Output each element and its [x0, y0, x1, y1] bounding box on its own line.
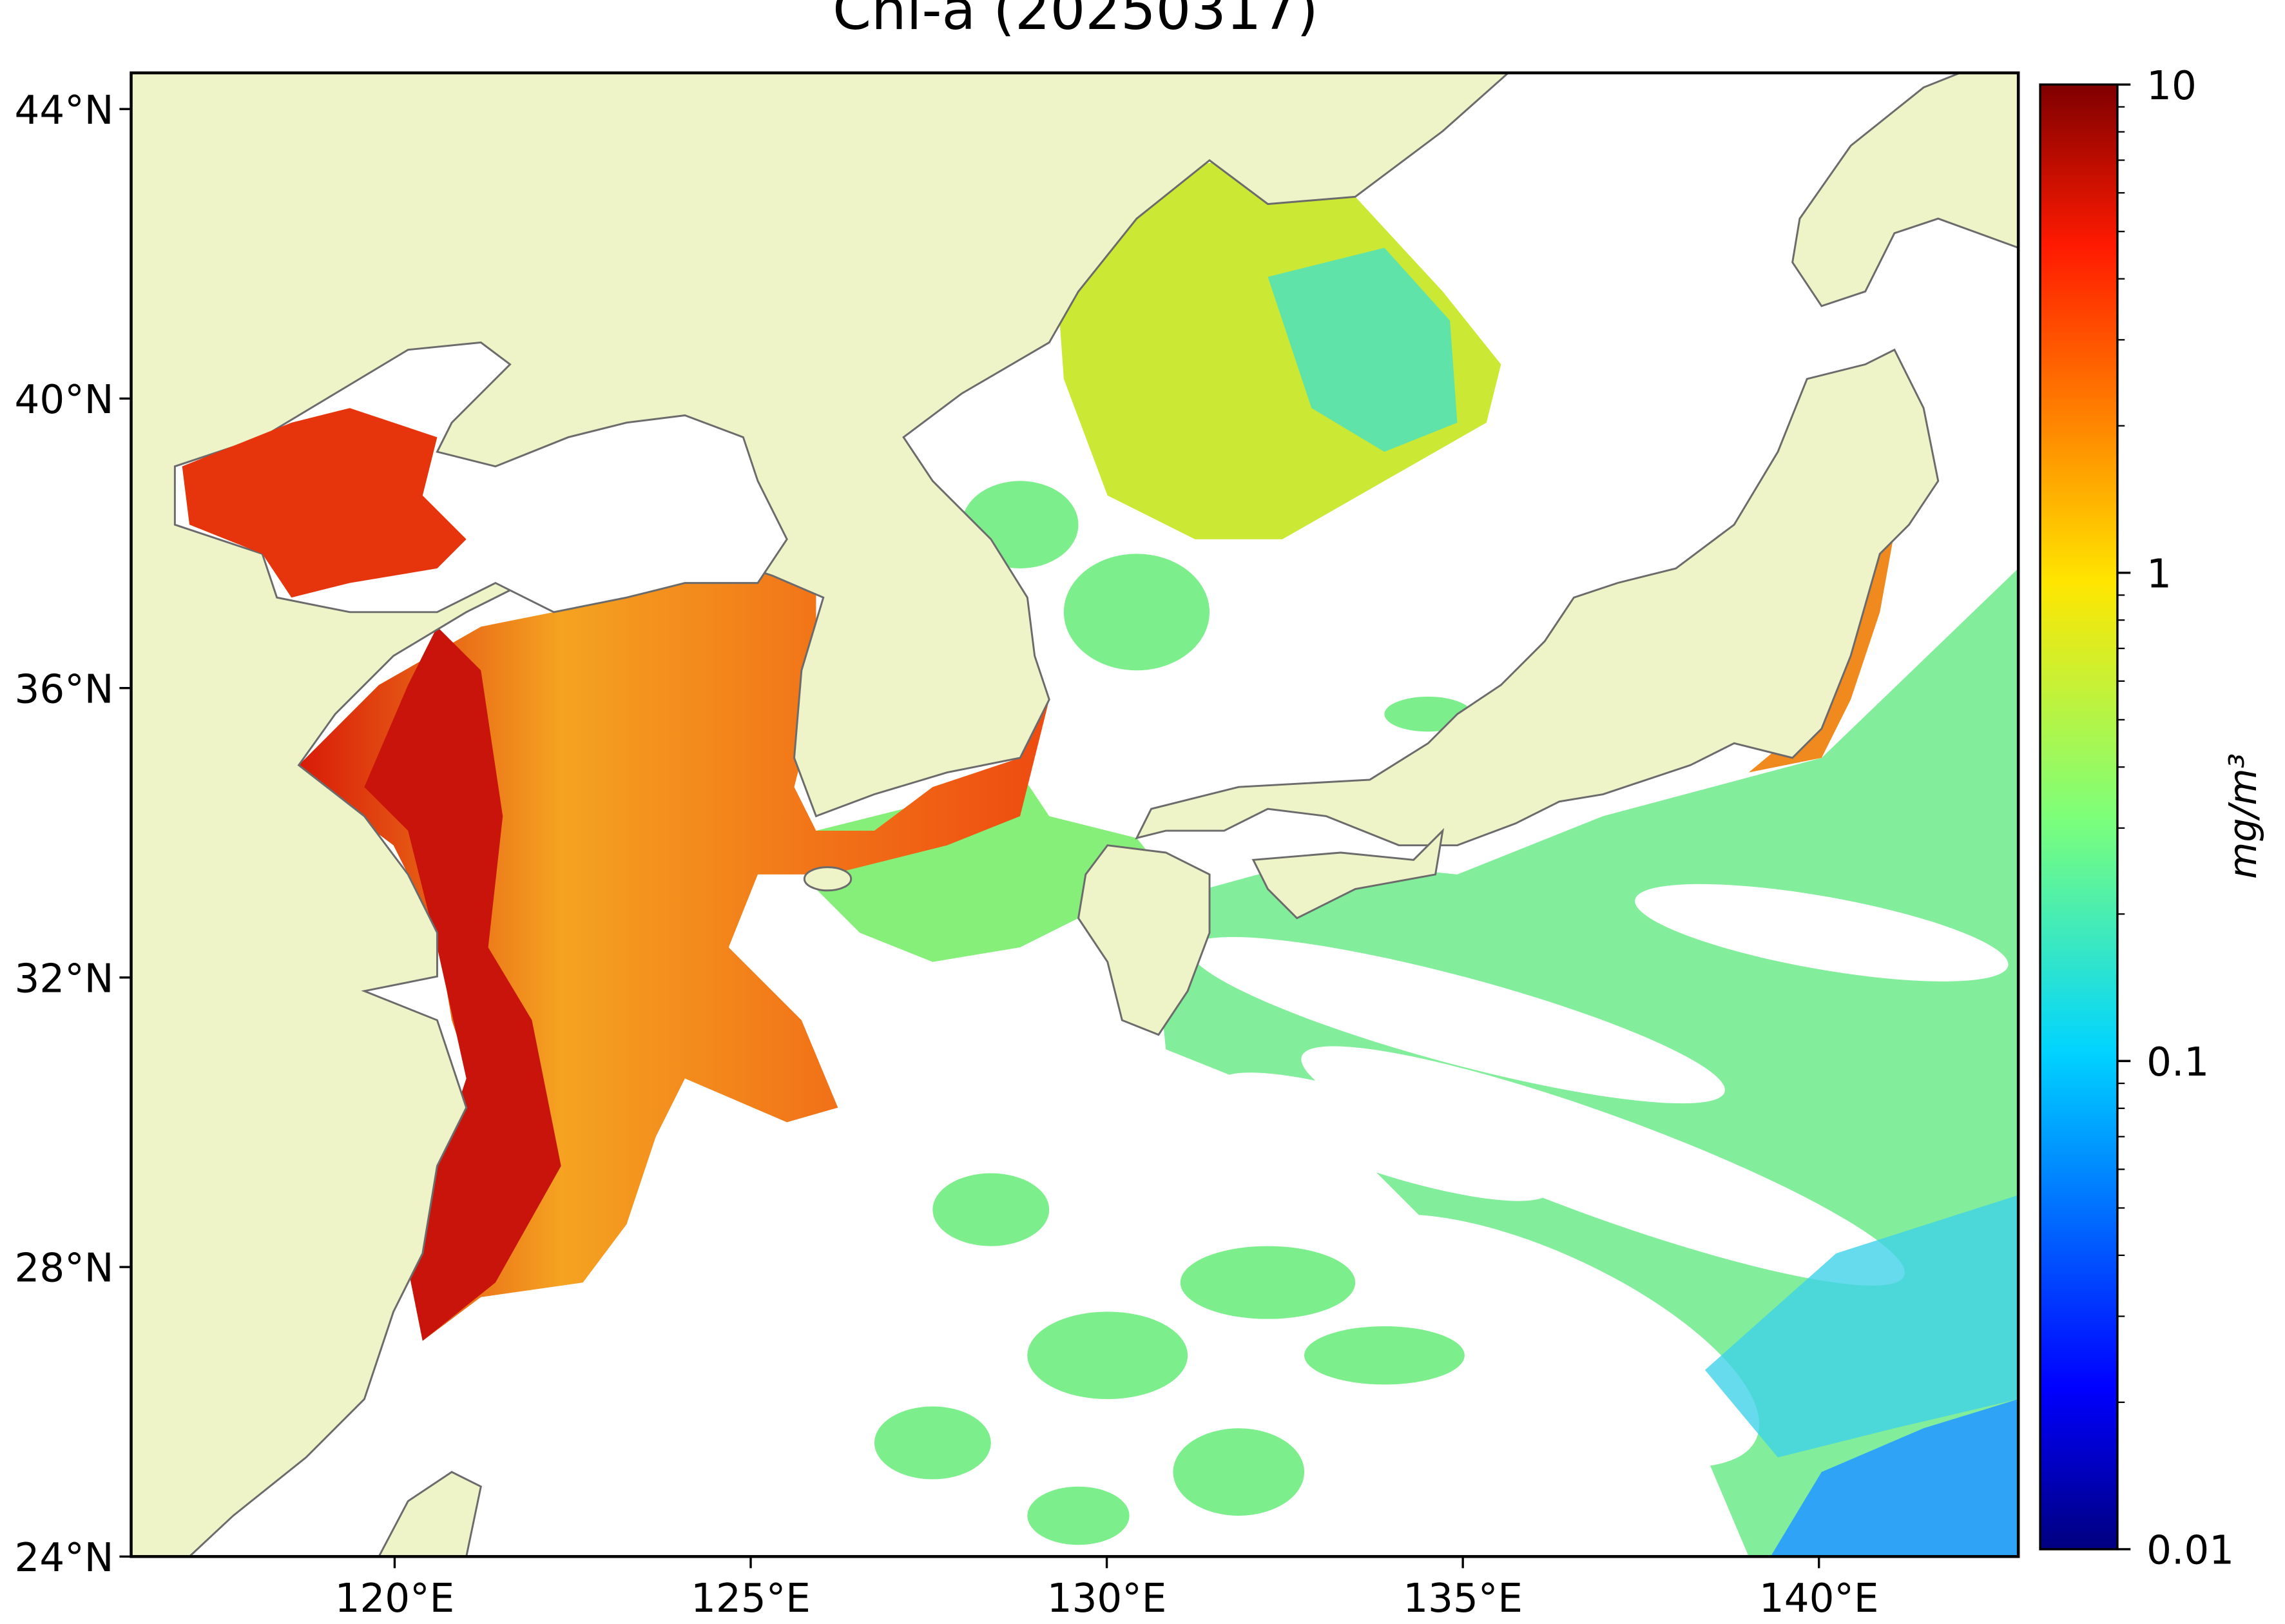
land-kyushu [1077, 844, 1211, 1036]
land-honshu [1135, 348, 1940, 847]
y-tick-label: 40°N [15, 377, 114, 423]
chl-mid [1704, 1195, 2019, 1458]
map-title: Chl-a (20250317) [833, 0, 1318, 43]
land-jeju [803, 866, 853, 892]
x-tick-label: 130°E [1047, 1576, 1167, 1621]
colorbar [2039, 83, 2119, 1551]
land-taiwan [378, 1471, 482, 1557]
colorbar-label: mg/m³ [2221, 753, 2265, 879]
chl-east-sea-low [1268, 247, 1458, 452]
x-tick-label: 125°E [691, 1576, 811, 1621]
x-tick-label: 140°E [1759, 1576, 1879, 1621]
colorbar-tick-label: 0.1 [2146, 1039, 2209, 1085]
map-frame [130, 71, 2020, 1558]
chl-low [1770, 1399, 2019, 1557]
chl-bohai [182, 408, 467, 598]
y-tick-label: 28°N [15, 1246, 114, 1291]
colorbar-tick-label: 10 [2146, 63, 2197, 109]
chl-coastal [364, 626, 561, 1341]
cloud-gaps [1190, 884, 2009, 1467]
land-shikoku [1251, 827, 1445, 920]
y-tick-label: 24°N [15, 1535, 114, 1581]
chl-patches [874, 481, 1472, 1545]
y-tick-label: 36°N [15, 666, 114, 712]
x-tick-label: 120°E [335, 1576, 455, 1621]
colorbar-tick-label: 1 [2146, 551, 2172, 597]
map-area [131, 73, 2019, 1557]
x-tick-label: 135°E [1403, 1576, 1523, 1621]
y-tick-label: 32°N [15, 956, 114, 1001]
colorbar-tick-label: 0.01 [2146, 1528, 2234, 1574]
land-hokkaido [1791, 73, 2019, 307]
y-tick-label: 44°N [15, 88, 114, 133]
